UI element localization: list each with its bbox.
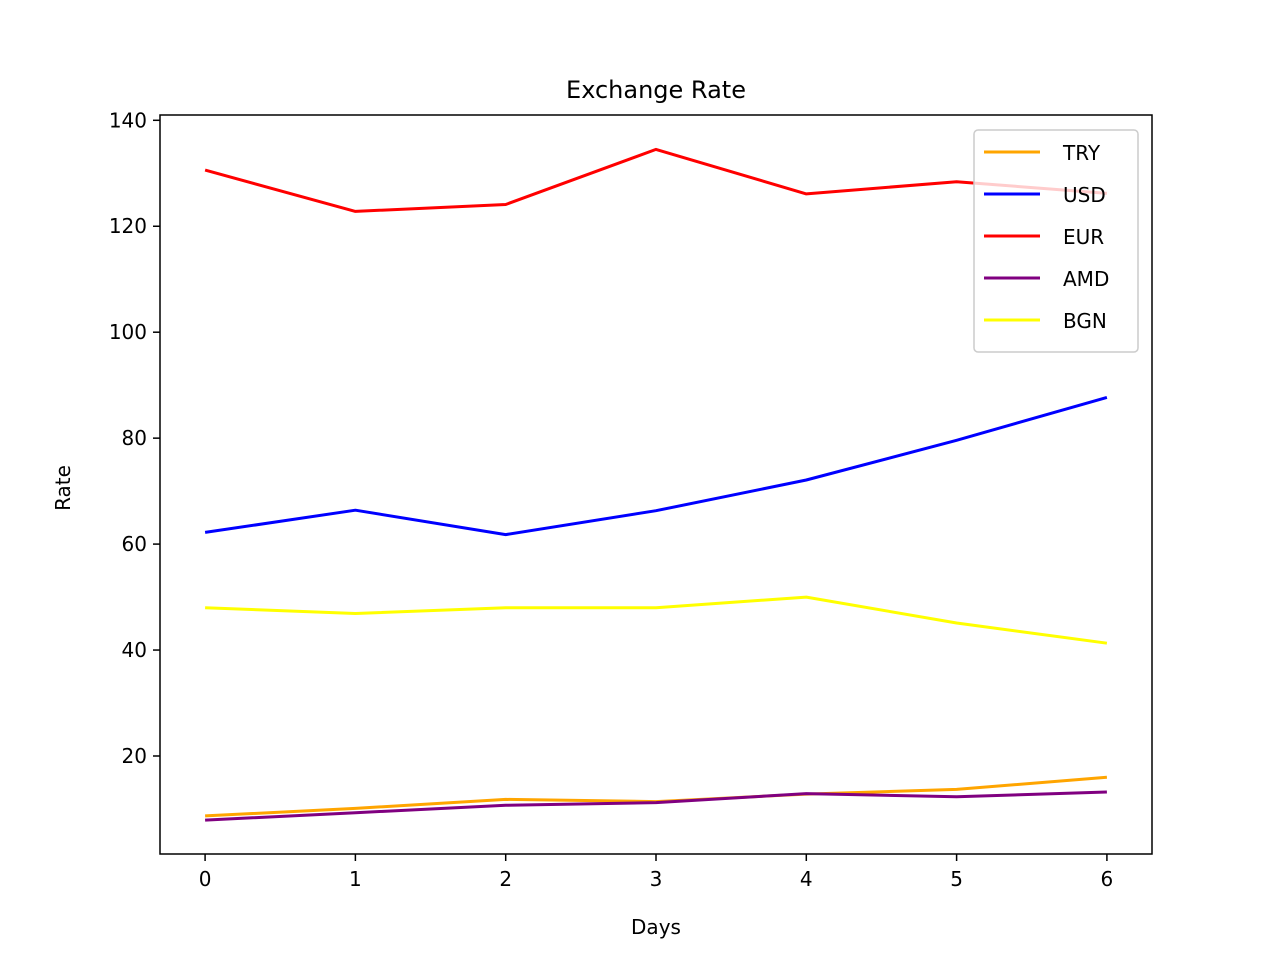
legend-box: [973, 129, 1139, 353]
y-tick-label: 80: [122, 426, 147, 450]
y-tick-label: 20: [122, 744, 147, 768]
y-tick-label: 100: [109, 320, 147, 344]
legend-label-amd: AMD: [1063, 267, 1109, 291]
y-tick-label: 40: [122, 638, 147, 662]
y-axis: 20 40 60 80 100 120 140: [109, 108, 160, 768]
x-tick-label: 0: [199, 867, 212, 891]
x-tick-label: 5: [950, 867, 963, 891]
series-line-amd: [205, 790, 1107, 822]
x-axis: 0 1 2 3 4 5 6: [199, 854, 1114, 891]
y-axis-label: Rate: [51, 465, 75, 511]
legend: TRY USD EUR AMD BGN: [973, 129, 1139, 353]
x-tick-label: 2: [499, 867, 512, 891]
series-line-bgn: [205, 595, 1108, 645]
series-line-eur: [204, 147, 1108, 213]
y-tick-label: 140: [109, 108, 147, 132]
y-tick-label: 60: [122, 532, 147, 556]
legend-label-eur: EUR: [1063, 225, 1104, 249]
x-tick-label: 1: [349, 867, 362, 891]
x-tick-label: 3: [650, 867, 663, 891]
chart-title: Exchange Rate: [566, 76, 746, 104]
series-line-usd: [204, 395, 1108, 537]
legend-label-bgn: BGN: [1063, 309, 1107, 333]
legend-label-usd: USD: [1063, 183, 1106, 207]
x-tick-label: 4: [800, 867, 813, 891]
legend-label-try: TRY: [1062, 141, 1101, 165]
y-tick-label: 120: [109, 214, 147, 238]
series-layer: [204, 147, 1108, 822]
x-axis-label: Days: [631, 915, 681, 939]
x-tick-label: 6: [1101, 867, 1114, 891]
